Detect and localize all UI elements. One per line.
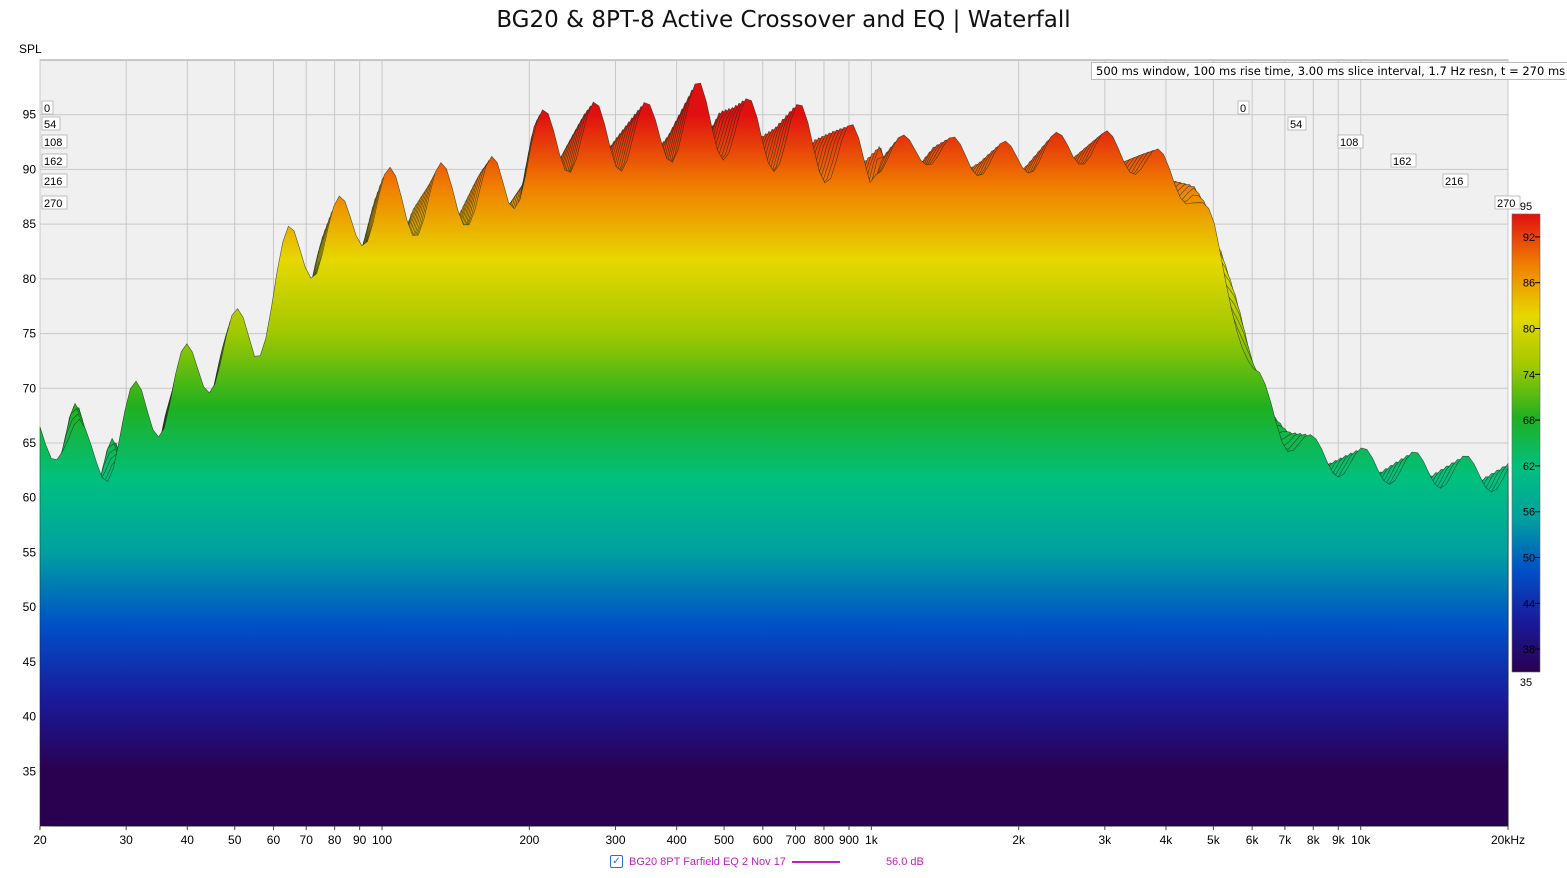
time-label-right: 162 xyxy=(1393,156,1411,168)
x-tick-label: 600 xyxy=(753,833,773,847)
x-tick-label: 700 xyxy=(786,833,806,847)
waterfall-slices xyxy=(39,82,1509,827)
y-tick-label: 90 xyxy=(23,162,37,176)
time-label-right: 54 xyxy=(1290,119,1302,131)
time-label-box xyxy=(1390,153,1417,168)
colorbar: 38 44 50 56 62 68 74 80 86 92 95 35 xyxy=(1511,201,1541,689)
x-tick-label: 500 xyxy=(714,833,734,847)
x-tick-label: 20kHz xyxy=(1491,833,1525,847)
time-label-left: 270 xyxy=(44,198,62,210)
y-axis-label: SPL xyxy=(19,42,42,56)
x-tick-label: 90 xyxy=(353,833,367,847)
time-label-right: 216 xyxy=(1445,176,1463,188)
time-label-box xyxy=(1237,100,1250,115)
x-tick-label: 20 xyxy=(33,833,47,847)
colorbar-tick-label: 86 xyxy=(1523,278,1535,290)
analysis-parameters: 500 ms window, 100 ms rise time, 3.00 ms… xyxy=(1091,62,1567,80)
time-axis-labels: 0 0 54 54 108 108 162 162 216 216 270 270 xyxy=(41,100,1521,210)
time-label-box xyxy=(1494,195,1521,210)
time-label-right: 0 xyxy=(1240,103,1246,115)
x-tick-label: 200 xyxy=(519,833,539,847)
x-tick-label: 400 xyxy=(667,833,687,847)
checkbox-icon[interactable]: ✓ xyxy=(610,855,623,868)
legend-value: 56.0 dB xyxy=(885,855,924,868)
x-tick-label: 4k xyxy=(1160,833,1174,847)
time-label-box xyxy=(1287,116,1307,131)
y-tick-label: 35 xyxy=(23,764,37,778)
colorbar-tick-label: 80 xyxy=(1523,324,1535,336)
colorbar-tick-label: 56 xyxy=(1523,507,1535,519)
x-tick-label: 1k xyxy=(865,833,879,847)
y-tick-label: 70 xyxy=(23,381,37,395)
y-tick-label: 85 xyxy=(23,217,37,231)
x-tick-label: 2k xyxy=(1012,833,1026,847)
x-tick-label: 70 xyxy=(300,833,314,847)
time-label-right: 270 xyxy=(1497,198,1515,210)
time-label-box xyxy=(41,195,68,210)
y-tick-label: 80 xyxy=(23,272,37,286)
x-tick-label: 900 xyxy=(839,833,859,847)
x-tick-label: 7k xyxy=(1279,833,1293,847)
y-tick-label: 95 xyxy=(23,108,37,122)
x-tick-label: 10k xyxy=(1351,833,1371,847)
y-tick-label: 50 xyxy=(23,600,37,614)
x-tick-label: 50 xyxy=(228,833,242,847)
legend-series-name[interactable]: BG20 8PT Farfield EQ 2 Nov 17 xyxy=(629,855,786,868)
time-label-box xyxy=(41,116,61,131)
colorbar-tick-label: 44 xyxy=(1523,598,1535,610)
colorbar-gradient xyxy=(1511,213,1541,673)
colorbar-tick-label: 38 xyxy=(1523,644,1535,656)
colorbar-min-label: 35 xyxy=(1520,677,1532,689)
y-tick-label: 65 xyxy=(23,436,37,450)
chart-title: BG20 & 8PT-8 Active Crossover and EQ | W… xyxy=(496,7,1071,33)
time-label-box xyxy=(41,134,68,149)
legend[interactable]: ✓ BG20 8PT Farfield EQ 2 Nov 17 56.0 dB xyxy=(610,855,924,868)
x-tick-label: 3k xyxy=(1098,833,1112,847)
time-label-left: 216 xyxy=(44,176,62,188)
x-tick-label: 40 xyxy=(181,833,195,847)
y-tick-label: 55 xyxy=(23,545,37,559)
x-tick-label: 9k xyxy=(1332,833,1346,847)
time-label-box xyxy=(41,100,54,115)
time-label-box xyxy=(1442,173,1469,188)
x-tick-label: 8k xyxy=(1307,833,1321,847)
y-tick-label: 45 xyxy=(23,655,37,669)
time-label-left: 108 xyxy=(44,137,62,149)
y-tick-label: 60 xyxy=(23,491,37,505)
colorbar-tick-label: 62 xyxy=(1523,461,1535,473)
colorbar-tick-label: 68 xyxy=(1523,415,1535,427)
time-label-right: 108 xyxy=(1340,137,1358,149)
waterfall-slice xyxy=(39,82,1509,827)
time-label-left: 0 xyxy=(44,103,50,115)
time-label-left: 162 xyxy=(44,156,62,168)
colorbar-max-label: 95 xyxy=(1520,201,1532,213)
x-tick-label: 300 xyxy=(605,833,625,847)
colorbar-tick-label: 92 xyxy=(1523,232,1535,244)
x-tick-label: 800 xyxy=(814,833,834,847)
x-tick-label: 60 xyxy=(267,833,281,847)
y-tick-label: 40 xyxy=(23,710,37,724)
y-axis-ticks: 35 40 45 50 55 60 65 70 75 80 85 90 95 xyxy=(23,108,37,779)
x-axis-ticks: 20 30 40 50 60 70 80 90 100 200 300 400 500 600 700 800… xyxy=(33,826,1525,847)
x-tick-label: 30 xyxy=(119,833,133,847)
time-label-box xyxy=(41,153,68,168)
time-label-box xyxy=(1337,134,1364,149)
x-tick-label: 80 xyxy=(328,833,342,847)
x-tick-label: 100 xyxy=(372,833,392,847)
legend-line-swatch xyxy=(791,860,840,863)
time-label-box xyxy=(41,173,68,188)
x-tick-label: 6k xyxy=(1246,833,1260,847)
time-label-left: 54 xyxy=(44,119,56,131)
x-tick-label: 5k xyxy=(1207,833,1221,847)
colorbar-tick-label: 74 xyxy=(1523,369,1535,381)
y-tick-label: 75 xyxy=(23,327,37,341)
colorbar-tick-label: 50 xyxy=(1523,553,1535,565)
